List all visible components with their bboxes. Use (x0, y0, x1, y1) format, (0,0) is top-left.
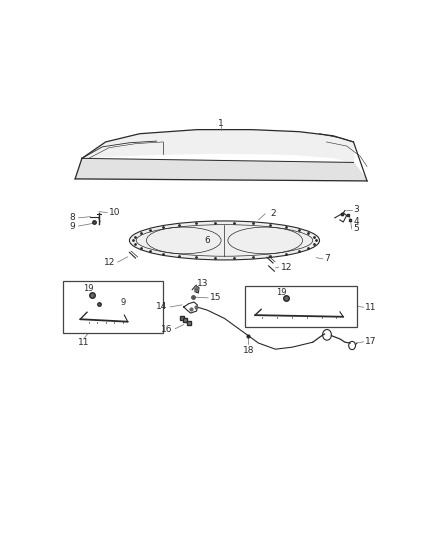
Text: 2: 2 (270, 209, 276, 218)
Text: 14: 14 (156, 302, 167, 311)
Text: 9: 9 (121, 298, 126, 308)
Text: 16: 16 (161, 326, 173, 334)
Text: 9: 9 (69, 222, 75, 231)
Ellipse shape (129, 221, 320, 260)
Text: 15: 15 (209, 293, 221, 302)
Text: 10: 10 (109, 208, 120, 217)
Text: 7: 7 (325, 254, 330, 263)
Text: 1: 1 (218, 118, 224, 127)
Bar (245, 286, 357, 327)
Text: 4: 4 (353, 217, 359, 227)
Text: 12: 12 (104, 257, 115, 266)
Bar (63, 281, 163, 333)
Text: 19: 19 (84, 285, 94, 293)
Text: 8: 8 (69, 213, 75, 222)
Text: 17: 17 (365, 337, 377, 346)
Text: 13: 13 (197, 279, 208, 288)
Text: 3: 3 (353, 205, 359, 214)
Text: 6: 6 (205, 236, 210, 245)
Text: 19: 19 (276, 288, 287, 297)
Text: 11: 11 (78, 338, 89, 347)
Text: 18: 18 (243, 346, 254, 356)
Text: 11: 11 (365, 303, 377, 312)
Polygon shape (75, 158, 367, 181)
Polygon shape (82, 130, 353, 163)
Text: 12: 12 (280, 263, 292, 272)
Text: 5: 5 (353, 224, 359, 233)
